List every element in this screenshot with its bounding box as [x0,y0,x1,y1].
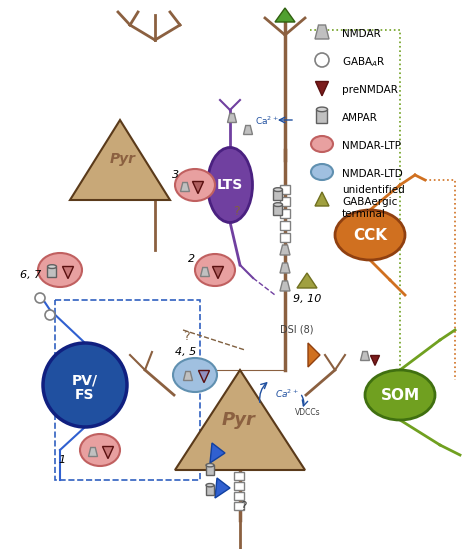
Text: DSI (8): DSI (8) [280,325,313,335]
Ellipse shape [317,107,328,111]
Ellipse shape [311,164,333,180]
Text: GABA$_A$R: GABA$_A$R [342,55,386,69]
Text: 9, 10: 9, 10 [293,294,321,304]
Text: CCK: CCK [353,227,387,243]
Polygon shape [228,114,237,122]
Text: Ca$^{2+}$: Ca$^{2+}$ [255,115,279,127]
Ellipse shape [365,370,435,420]
Ellipse shape [208,148,253,222]
Ellipse shape [206,484,214,487]
Polygon shape [315,25,329,39]
Text: NMDAR: NMDAR [342,29,381,39]
Polygon shape [183,372,192,380]
Bar [280,209,290,218]
Bar [273,205,283,215]
Ellipse shape [47,265,56,268]
Text: ?: ? [233,205,240,218]
Polygon shape [70,120,170,200]
Polygon shape [308,343,320,367]
Text: ?: ? [240,500,246,513]
Text: 3: 3 [172,170,179,180]
Polygon shape [89,447,98,457]
Polygon shape [192,182,203,194]
Text: AMPAR: AMPAR [342,113,378,123]
Polygon shape [244,126,253,135]
Text: 1: 1 [58,455,65,465]
Polygon shape [102,446,113,458]
Bar [206,465,214,475]
Polygon shape [175,370,305,470]
Text: FS: FS [75,388,95,402]
Ellipse shape [195,254,235,286]
Polygon shape [199,371,210,383]
Polygon shape [210,443,225,463]
Polygon shape [63,266,73,278]
Text: 6, 7: 6, 7 [20,270,41,280]
Polygon shape [212,266,224,278]
Bar [317,109,328,122]
Ellipse shape [206,463,214,467]
Polygon shape [201,267,210,277]
Circle shape [45,310,55,320]
Circle shape [35,293,45,303]
Bar [234,472,244,480]
Text: PV/: PV/ [72,373,98,387]
Polygon shape [280,281,290,291]
Polygon shape [215,478,230,498]
Text: LTS: LTS [217,178,243,192]
Text: Ca$^{2+}$: Ca$^{2+}$ [275,388,299,400]
Bar [234,482,244,490]
Bar [280,185,290,194]
Bar [206,485,214,495]
Text: NMDAR-LTD: NMDAR-LTD [342,169,403,179]
Text: NMDAR-LTP: NMDAR-LTP [342,141,401,151]
Polygon shape [361,351,370,361]
Circle shape [315,53,329,67]
Circle shape [43,343,127,427]
Bar [47,267,56,277]
Text: 2: 2 [188,254,195,264]
Text: VDCCs: VDCCs [295,408,320,417]
Ellipse shape [173,358,217,392]
Bar [280,233,290,242]
Bar [234,492,244,500]
Polygon shape [280,263,290,273]
Polygon shape [316,81,328,96]
Text: unidentified
GABAergic
terminal: unidentified GABAergic terminal [342,184,405,220]
Polygon shape [297,273,317,288]
Bar [234,502,244,510]
Bar [273,189,283,200]
Text: 4, 5: 4, 5 [175,347,196,357]
Ellipse shape [38,253,82,287]
Ellipse shape [175,169,215,201]
Text: Pyr: Pyr [110,152,136,166]
Polygon shape [280,245,290,255]
Text: ?: ? [183,330,190,343]
Ellipse shape [80,434,120,466]
Ellipse shape [273,188,283,192]
Polygon shape [181,182,190,192]
Ellipse shape [335,210,405,260]
Ellipse shape [273,203,283,206]
Polygon shape [275,8,295,22]
Polygon shape [371,356,380,366]
Text: preNMDAR: preNMDAR [342,85,398,95]
Bar [280,197,290,206]
Text: SOM: SOM [381,388,419,402]
Bar [280,221,290,230]
Text: Pyr: Pyr [222,411,256,429]
Polygon shape [315,192,329,206]
Ellipse shape [311,136,333,152]
